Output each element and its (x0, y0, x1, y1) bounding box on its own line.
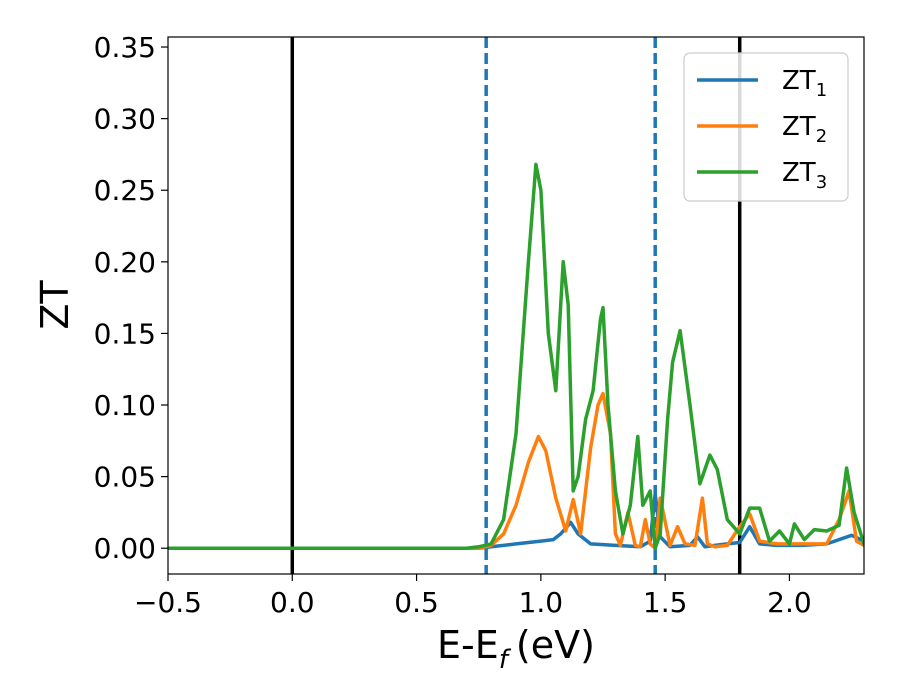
x-axis: −0.5 0.0 0.5 1.0 1.5 2.0 (134, 574, 812, 619)
y-tick-label: 0.10 (94, 389, 156, 422)
series-line-2 (168, 391, 864, 550)
y-axis-label: ZT (33, 280, 77, 330)
reference-lines (290, 37, 742, 574)
legend-box (683, 52, 849, 202)
y-axis: 0.00 0.05 0.10 0.15 0.20 0.25 0.30 0.35 (94, 31, 168, 565)
x-tick-label: 0.5 (394, 586, 439, 619)
y-tick-label: 0.35 (94, 31, 156, 64)
series-line-3 (168, 162, 864, 550)
x-tick-label: 2.0 (767, 586, 812, 619)
x-axis-label: E-Ef (eV) (437, 623, 595, 675)
y-tick-label: 0.20 (94, 246, 156, 279)
legend-label-1: ZT1 (782, 66, 827, 101)
x-tick-label: 1.0 (519, 586, 564, 619)
y-tick-label: 0.30 (94, 103, 156, 136)
y-tick-label: 0.25 (94, 174, 156, 207)
plot-frame (167, 36, 865, 575)
x-tick-label: −0.5 (134, 586, 202, 619)
y-tick-label: 0.05 (94, 461, 156, 494)
legend: ZT1 ZT2 ZT3 (683, 52, 849, 202)
legend-label-3: ZT3 (782, 158, 827, 193)
x-tick-label: 0.0 (270, 586, 315, 619)
x-tick-label: 1.5 (643, 586, 688, 619)
y-tick-label: 0.15 (94, 317, 156, 350)
legend-label-2: ZT2 (782, 112, 827, 147)
series-lines (168, 162, 864, 550)
y-tick-label: 0.00 (94, 532, 156, 565)
